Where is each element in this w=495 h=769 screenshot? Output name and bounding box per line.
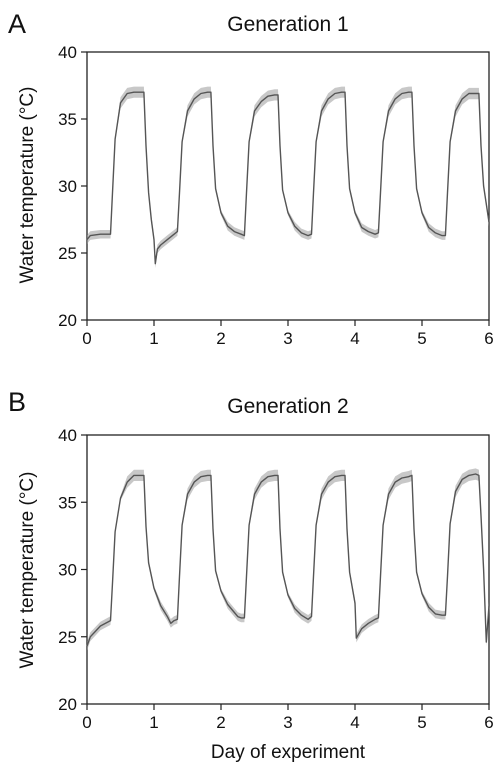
x-tick-label: 1 (149, 329, 158, 348)
x-tick-label: 0 (82, 329, 91, 348)
x-tick-label: 3 (283, 713, 292, 732)
y-tick-label: 20 (58, 311, 77, 330)
y-tick-label: 25 (58, 628, 77, 647)
y-tick-label: 35 (58, 493, 77, 512)
y-axis-label: Water temperature (°C) (17, 472, 38, 669)
temperature-line (86, 473, 490, 647)
panel-a: A Generation 1 Water temperature (°C) 20… (8, 9, 494, 348)
plot-area (86, 51, 490, 321)
x-tick-label: 1 (149, 713, 158, 732)
y-tick-label: 20 (58, 695, 77, 714)
x-tick-label: 5 (417, 329, 426, 348)
plot-area (86, 434, 490, 705)
axis-ticks: 20 25 30 35 40 0 1 2 3 4 5 6 (58, 43, 494, 348)
x-tick-label: 6 (484, 329, 493, 348)
x-tick-label: 4 (350, 329, 359, 348)
y-tick-label: 30 (58, 177, 77, 196)
temperature-line (86, 91, 490, 265)
x-axis-label: Day of experiment (211, 742, 366, 763)
x-tick-label: 0 (82, 713, 91, 732)
panel-letter: B (8, 387, 26, 417)
variability-band (87, 468, 489, 651)
y-axis-label: Water temperature (°C) (17, 87, 38, 284)
chart-title: Generation 2 (227, 395, 348, 418)
x-tick-label: 2 (216, 713, 225, 732)
x-tick-label: 4 (350, 713, 359, 732)
y-tick-label: 40 (58, 43, 77, 62)
panel-letter: A (8, 9, 26, 39)
x-tick-label: 2 (216, 329, 225, 348)
x-tick-label: 5 (417, 713, 426, 732)
x-tick-label: 6 (484, 713, 493, 732)
y-tick-label: 40 (58, 426, 77, 445)
y-tick-label: 30 (58, 561, 77, 580)
panel-b: B Generation 2 Water temperature (°C) Da… (8, 387, 494, 763)
axis-ticks: 20 25 30 35 40 0 1 2 3 4 5 6 (58, 426, 494, 732)
x-tick-label: 3 (283, 329, 292, 348)
plot-frame (86, 51, 490, 321)
chart-title: Generation 1 (227, 13, 348, 36)
y-tick-label: 25 (58, 244, 77, 263)
plot-frame (86, 434, 490, 705)
y-tick-label: 35 (58, 110, 77, 129)
